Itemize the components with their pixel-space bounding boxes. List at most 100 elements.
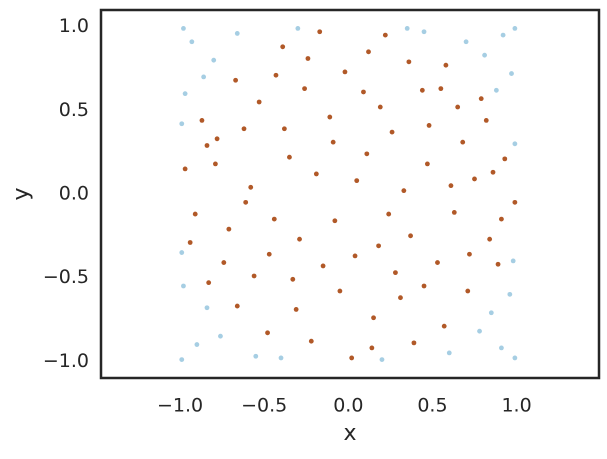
point	[408, 233, 413, 239]
point	[493, 87, 499, 93]
point	[426, 123, 432, 128]
point	[443, 62, 449, 68]
point	[349, 355, 355, 361]
point	[265, 330, 270, 336]
point	[477, 328, 482, 334]
point	[507, 291, 513, 297]
point	[411, 340, 417, 346]
point	[234, 303, 240, 309]
point	[308, 338, 314, 344]
point	[194, 342, 200, 347]
point	[467, 251, 472, 257]
point	[482, 52, 487, 58]
point	[435, 260, 440, 265]
point	[354, 178, 360, 184]
point	[404, 26, 410, 31]
point	[189, 39, 195, 45]
x-tick-label: 0.5	[417, 395, 447, 417]
point	[337, 288, 343, 294]
point	[500, 32, 506, 38]
point	[398, 295, 403, 301]
x-tick-label: −0.5	[241, 395, 287, 417]
point	[302, 86, 307, 92]
point	[204, 143, 210, 148]
point	[266, 251, 272, 257]
point	[179, 357, 185, 362]
point	[441, 323, 447, 329]
point	[278, 355, 284, 361]
x-tick-label: 1.0	[501, 395, 531, 417]
point	[495, 261, 501, 267]
point	[187, 240, 193, 245]
point	[181, 26, 186, 31]
point	[295, 26, 301, 31]
point	[406, 59, 412, 65]
point	[211, 57, 217, 63]
point	[182, 166, 188, 172]
point	[419, 87, 425, 93]
point	[243, 199, 249, 205]
point	[499, 345, 504, 351]
point	[393, 270, 398, 276]
point	[320, 263, 326, 269]
point	[512, 141, 518, 147]
point	[424, 161, 430, 167]
point	[221, 260, 227, 265]
point	[213, 161, 218, 167]
point	[234, 31, 240, 36]
point	[472, 176, 477, 182]
point	[226, 226, 232, 232]
point	[509, 71, 514, 76]
point	[201, 74, 207, 80]
point	[451, 210, 457, 215]
point	[361, 89, 366, 95]
point	[379, 357, 385, 362]
point	[376, 243, 382, 249]
point	[455, 104, 461, 110]
y-tick-label: −0.5	[43, 266, 89, 288]
point	[287, 154, 292, 160]
point	[438, 86, 444, 92]
point	[233, 77, 238, 83]
point	[488, 310, 494, 316]
point	[297, 236, 302, 242]
y-tick-label: 1.0	[59, 15, 89, 37]
point	[371, 315, 376, 321]
point	[204, 305, 210, 311]
point	[460, 139, 466, 145]
point	[281, 126, 287, 132]
y-tick-label: 0.0	[59, 183, 89, 205]
point	[510, 258, 516, 264]
point	[342, 69, 348, 75]
point	[512, 26, 518, 31]
point	[487, 236, 493, 242]
point	[463, 39, 469, 45]
point	[512, 355, 518, 361]
point	[313, 171, 319, 177]
x-tick-label: −1.0	[157, 395, 203, 417]
point	[327, 114, 333, 120]
point	[181, 283, 186, 289]
point	[218, 333, 223, 339]
point	[330, 139, 336, 145]
point	[478, 96, 484, 102]
point	[305, 56, 311, 61]
point	[377, 104, 383, 110]
point	[499, 216, 504, 222]
point	[290, 276, 296, 282]
point	[401, 188, 407, 194]
y-axis-label: y	[9, 187, 34, 200]
point	[369, 345, 375, 351]
point	[253, 353, 259, 359]
point	[206, 280, 212, 286]
point	[256, 99, 262, 105]
point	[251, 273, 257, 279]
point	[352, 253, 358, 259]
point	[317, 29, 323, 35]
point	[332, 218, 338, 224]
point	[389, 129, 395, 135]
point	[366, 49, 371, 55]
point	[502, 156, 508, 162]
point	[386, 211, 392, 217]
